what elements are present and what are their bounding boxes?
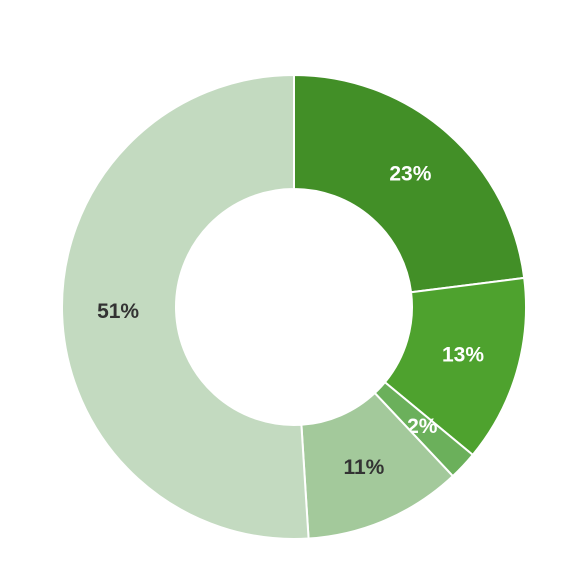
value-label: 11% [343, 456, 384, 479]
value-label: 13% [442, 344, 484, 367]
donut-slice [60, 73, 310, 540]
value-label: 23% [389, 163, 431, 186]
value-label: 51% [97, 300, 139, 323]
donut-slice [293, 73, 526, 294]
value-label: 2% [407, 415, 438, 438]
